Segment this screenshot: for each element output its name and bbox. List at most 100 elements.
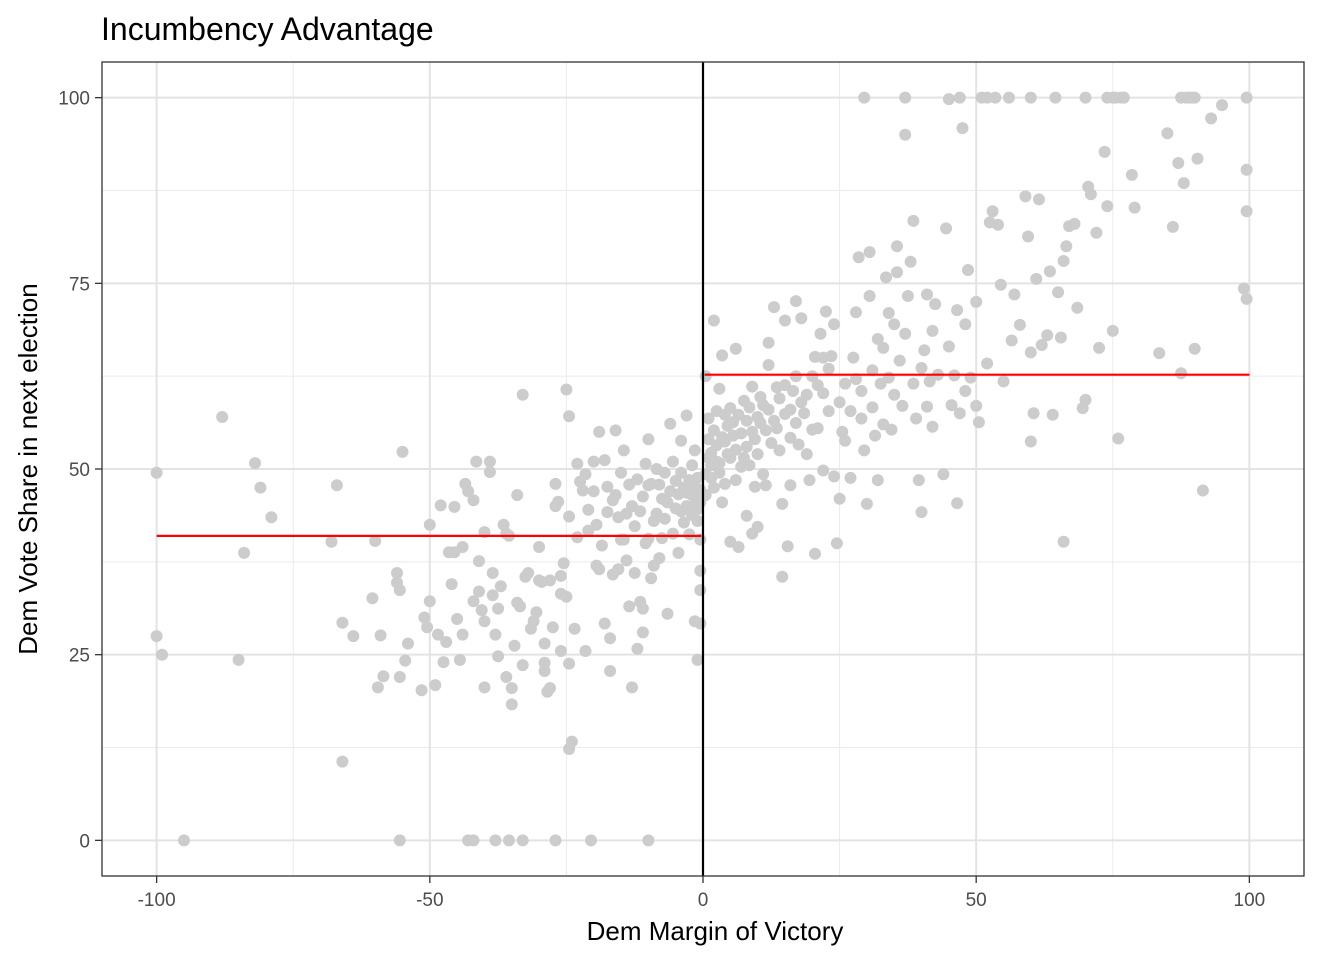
data-point — [814, 327, 827, 340]
data-point — [489, 834, 502, 847]
data-point — [833, 396, 846, 409]
data-point — [798, 407, 811, 420]
data-point — [869, 429, 882, 442]
data-point — [434, 499, 447, 512]
data-point — [718, 477, 731, 490]
data-point — [503, 834, 515, 847]
data-point — [1240, 292, 1253, 305]
data-point — [748, 480, 761, 493]
data-point — [249, 457, 261, 470]
data-point — [492, 650, 505, 663]
data-point — [997, 375, 1010, 388]
data-point — [694, 617, 707, 630]
data-point — [470, 455, 483, 468]
data-point — [981, 91, 994, 104]
data-point — [686, 459, 699, 472]
data-point — [232, 653, 245, 666]
data-point — [609, 489, 622, 501]
data-point — [691, 515, 704, 527]
data-point — [855, 385, 868, 397]
data-point — [1079, 91, 1092, 104]
data-point — [467, 595, 480, 608]
x-tick-label: 100 — [1234, 890, 1266, 911]
y-tick-label: 0 — [79, 831, 90, 852]
data-point — [636, 626, 649, 639]
data-point — [694, 584, 707, 597]
data-point — [391, 567, 403, 579]
data-point — [563, 657, 576, 670]
y-tick-label: 100 — [58, 89, 90, 110]
data-point — [926, 420, 939, 433]
data-point — [1240, 163, 1253, 176]
data-point — [839, 377, 852, 390]
data-point — [921, 400, 933, 413]
data-point — [885, 423, 898, 436]
data-point — [505, 698, 518, 711]
data-point — [729, 342, 742, 355]
data-point — [579, 468, 592, 481]
data-point — [1101, 200, 1114, 213]
data-point — [1084, 188, 1097, 201]
data-point — [1237, 282, 1250, 295]
data-point — [440, 636, 453, 648]
data-point — [1027, 407, 1040, 420]
data-point — [511, 489, 524, 501]
data-point — [527, 615, 540, 628]
data-point — [505, 682, 518, 695]
data-point — [631, 473, 644, 486]
data-point — [822, 405, 835, 418]
data-point — [899, 128, 912, 141]
data-point — [1024, 435, 1037, 448]
data-point — [399, 654, 412, 667]
data-point — [844, 405, 857, 418]
data-point — [740, 509, 753, 522]
data-point — [478, 615, 491, 628]
data-point — [675, 434, 688, 447]
data-point — [1191, 152, 1204, 165]
data-point — [604, 632, 617, 645]
data-point — [781, 540, 794, 553]
data-point — [981, 357, 994, 370]
data-point — [265, 511, 278, 524]
data-point — [604, 665, 617, 677]
data-point — [150, 466, 163, 479]
data-point — [336, 616, 349, 629]
data-point — [784, 479, 797, 492]
data-point — [178, 834, 190, 847]
data-point — [453, 653, 466, 666]
data-point — [568, 622, 581, 635]
data-point — [587, 485, 600, 498]
data-point — [1090, 226, 1103, 239]
data-point — [325, 535, 338, 548]
data-point — [888, 318, 901, 331]
data-point — [666, 455, 679, 468]
data-point — [773, 392, 786, 405]
data-point — [863, 290, 876, 302]
data-point — [1177, 177, 1190, 190]
data-point — [1068, 217, 1081, 230]
data-point — [642, 834, 655, 847]
data-point — [716, 349, 729, 362]
data-point — [1153, 347, 1166, 360]
data-point — [601, 480, 614, 493]
data-point — [847, 351, 860, 364]
data-point — [907, 214, 920, 227]
data-point — [549, 477, 562, 490]
data-point — [858, 444, 871, 457]
data-point — [486, 567, 499, 579]
data-point — [910, 412, 923, 425]
x-tick-label: -100 — [138, 890, 176, 911]
data-point — [623, 600, 636, 613]
data-point — [494, 580, 507, 593]
data-point — [533, 541, 546, 553]
data-point — [664, 417, 677, 430]
data-point — [565, 735, 578, 748]
data-point — [707, 314, 720, 327]
data-point — [762, 359, 775, 371]
data-point — [694, 564, 707, 577]
data-point — [729, 474, 742, 487]
data-point — [828, 470, 841, 483]
data-point — [866, 364, 879, 377]
data-point — [765, 437, 778, 449]
data-point — [672, 546, 685, 559]
